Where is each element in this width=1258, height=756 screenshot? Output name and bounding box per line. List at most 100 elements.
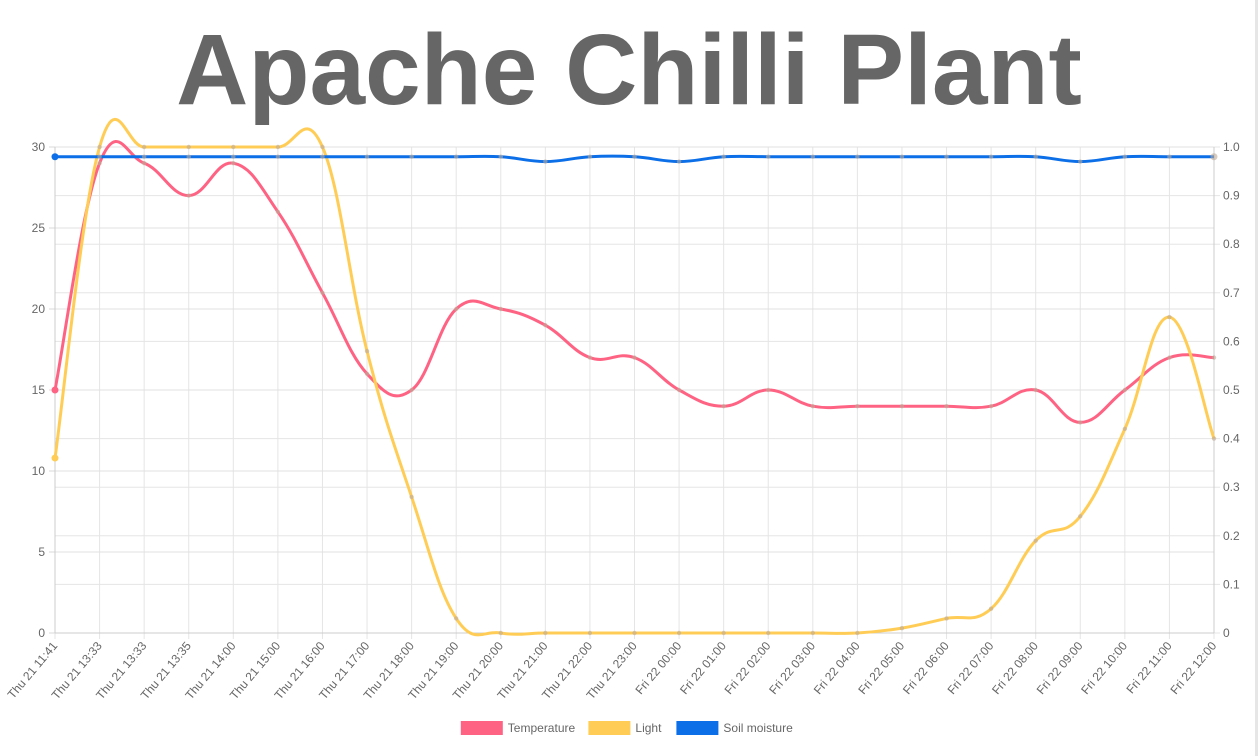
page-edge-divider	[1255, 0, 1258, 756]
soil-moisture-point	[1033, 154, 1038, 159]
soil-moisture-point	[543, 159, 548, 164]
legend-label-soil-moisture: Soil moisture	[723, 721, 793, 735]
legend-label-temperature: Temperature	[508, 721, 576, 735]
light-point	[988, 606, 994, 611]
light-point	[676, 630, 682, 636]
light-point	[632, 630, 637, 636]
soil-moisture-point	[275, 154, 281, 159]
light-point	[498, 630, 503, 636]
temperature-point	[944, 404, 949, 409]
legend-swatch-temperature	[460, 721, 503, 735]
y-right-tick-label: 0.9	[1223, 189, 1240, 203]
temperature-point	[364, 371, 370, 376]
y-right-tick-label: 0.7	[1223, 286, 1240, 300]
temperature-point	[988, 404, 994, 409]
light-point	[320, 144, 325, 150]
temperature-point	[1122, 387, 1128, 393]
temperature-point	[766, 387, 771, 393]
light-point	[944, 616, 949, 621]
light-point	[587, 630, 593, 636]
light-point	[97, 144, 102, 150]
soil-moisture-point	[51, 153, 59, 161]
soil-moisture-point	[944, 154, 949, 159]
soil-moisture-point	[231, 154, 236, 159]
y-left-tick-label: 25	[32, 221, 46, 235]
soil-moisture-point	[1210, 153, 1218, 161]
soil-moisture-point	[364, 154, 370, 159]
light-point	[409, 494, 414, 500]
temperature-point	[320, 290, 325, 295]
temperature-point	[275, 209, 281, 214]
soil-moisture-point	[186, 154, 191, 159]
light-point	[899, 625, 905, 631]
soil-moisture-point	[855, 154, 860, 159]
y-right-tick-label: 0.6	[1223, 334, 1240, 348]
page-title: Apache Chilli Plant	[176, 14, 1082, 126]
temperature-point	[899, 404, 905, 409]
y-right-tick-label: 0.1	[1223, 577, 1240, 591]
axes: 0 5 10 15 20 25 30 0 0.1 0.2 0.3 0.4 0.5 0.6 0.7 0.8 0.9…	[5, 140, 1240, 702]
temperature-point	[1033, 387, 1038, 393]
temperature-point	[543, 323, 548, 328]
soil-moisture-point	[320, 154, 325, 159]
x-tick-label: Fri 22 10:00	[1078, 639, 1130, 697]
soil-moisture-point	[97, 154, 102, 159]
light-point	[1167, 314, 1172, 320]
soil-moisture-point	[1167, 154, 1172, 159]
temperature-point	[1211, 355, 1217, 360]
light-point	[810, 630, 816, 636]
light-point	[453, 616, 459, 621]
soil-moisture-point	[1078, 159, 1083, 164]
y-right-tick-label: 0	[1223, 626, 1230, 640]
legend: Temperature Light Soil moisture	[460, 721, 793, 735]
temperature-point	[1167, 355, 1172, 360]
temperature-point	[721, 404, 726, 409]
temperature-point	[587, 355, 593, 360]
light-point	[1078, 514, 1083, 519]
y-left-tick-label: 15	[32, 383, 46, 397]
temperature-point	[409, 387, 414, 393]
y-right-tick-label: 0.2	[1223, 529, 1240, 543]
light-point	[231, 144, 236, 150]
light-point	[1033, 538, 1038, 543]
soil-moisture-point	[632, 154, 637, 159]
light-point	[1122, 426, 1128, 432]
temperature-point	[97, 161, 102, 166]
series-lines	[51, 117, 1218, 637]
y-left-tick-label: 10	[32, 464, 46, 478]
soil-moisture-point	[766, 154, 771, 159]
light-point	[855, 630, 860, 636]
soil-moisture-point	[587, 154, 593, 159]
temperature-point	[632, 355, 637, 360]
y-right-tick-label: 0.4	[1223, 432, 1240, 446]
x-tick-label: Fri 22 12:00	[1167, 639, 1219, 697]
temperature-point	[453, 306, 459, 312]
temperature-point	[676, 387, 682, 393]
y-left-tick-label: 20	[32, 302, 46, 316]
temperature-point	[186, 193, 191, 198]
soil-moisture-point	[810, 154, 816, 159]
light-point	[141, 144, 147, 150]
soil-moisture-point	[498, 154, 503, 159]
soil-moisture-point	[676, 159, 682, 164]
legend-swatch-light	[588, 721, 631, 735]
light-point	[51, 454, 59, 462]
y-right-tick-label: 1.0	[1223, 140, 1240, 154]
soil-moisture-point	[899, 154, 905, 159]
legend-swatch-soil-moisture	[676, 721, 719, 735]
light-point	[766, 630, 771, 636]
y-right-tick-label: 0.3	[1223, 480, 1240, 494]
soil-moisture-point	[988, 154, 994, 159]
y-right-tick-label: 0.8	[1223, 237, 1240, 251]
grid-lines	[49, 146, 1220, 639]
y-right-tick-label: 0.5	[1223, 383, 1240, 397]
light-point	[543, 630, 548, 636]
soil-moisture-point	[1122, 154, 1128, 159]
light-point	[1211, 436, 1217, 441]
y-left-tick-label: 5	[38, 545, 45, 559]
y-left-tick-label: 30	[32, 140, 46, 154]
temperature-point	[810, 404, 816, 409]
y-left-tick-label: 0	[38, 626, 45, 640]
temperature-point	[1078, 420, 1083, 425]
